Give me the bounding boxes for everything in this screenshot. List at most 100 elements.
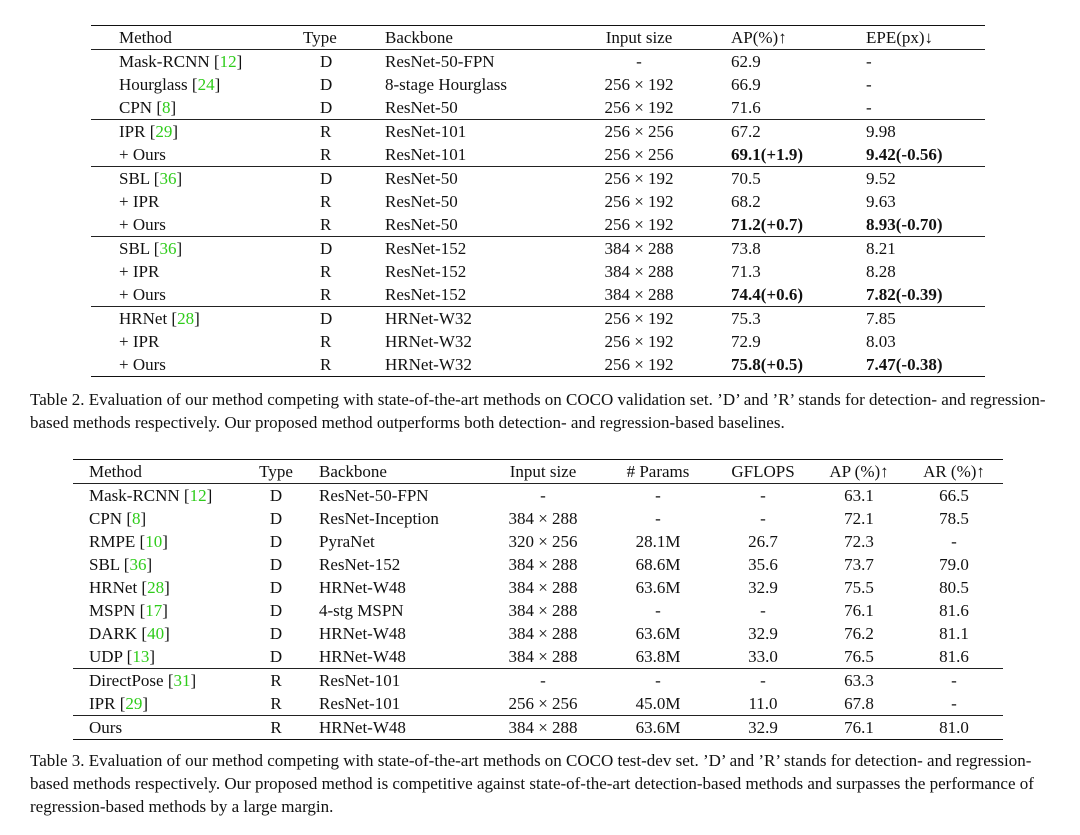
type-cell: D: [320, 98, 333, 117]
citation-link[interactable]: 28: [177, 309, 195, 328]
citation-link[interactable]: 8: [162, 98, 171, 117]
method-name: + Ours: [119, 145, 166, 164]
table-row: SBL [36] D ResNet-152 384 × 288 68.6M 35.6 73.…: [73, 553, 1003, 576]
epe-cell: 9.52: [846, 166, 985, 190]
table-row: Mask-RCNN [12] D ResNet-50-FPN - 62.9 -: [91, 50, 985, 74]
table-3-caption: Table 3. Evaluation of our method compet…: [30, 751, 1034, 816]
input-size-cell: 256 × 256: [567, 119, 711, 143]
input-size-cell: -: [540, 486, 546, 505]
backbone-cell: PyraNet: [319, 532, 375, 551]
method-cell: + IPR: [91, 190, 287, 213]
table-2-caption: Table 2. Evaluation of our method compet…: [30, 390, 1046, 432]
header-params: # Params: [603, 459, 713, 484]
input-size-cell: 384 × 288: [508, 578, 578, 597]
citation-link[interactable]: 40: [147, 624, 165, 643]
table-2-body: Mask-RCNN [12] D ResNet-50-FPN -62.9- Hourgl…: [91, 50, 985, 377]
method-name: Hourglass: [119, 75, 188, 94]
header-epe: EPE(px)↓: [846, 25, 985, 50]
input-size-cell: 256 × 192: [604, 355, 674, 374]
epe-cell: 8.21: [846, 236, 985, 260]
ar-cell: 81.6: [939, 601, 969, 620]
method-cell: MSPN [17]: [89, 601, 168, 620]
table-row: HRNet [28] D HRNet-W32 256 × 192 75.3 7.85: [91, 306, 985, 330]
type-cell: R: [320, 332, 332, 351]
type-cell: R: [320, 145, 332, 164]
gflops-cell: 32.9: [748, 578, 778, 597]
type-cell: R: [270, 694, 282, 713]
method-name: IPR: [89, 694, 116, 713]
method-name: CPN: [89, 509, 123, 528]
input-size-cell: 256 × 192: [604, 75, 674, 94]
table-3-header-row: Method Type Backbone Input size # Params…: [73, 459, 1003, 484]
type-cell: D: [269, 486, 283, 505]
ar-cell: -: [951, 532, 957, 551]
method-name: HRNet: [89, 578, 138, 597]
citation-link[interactable]: 29: [155, 122, 173, 141]
ap-cell: 73.8: [711, 236, 846, 260]
header-ap: AP (%)↑: [813, 459, 905, 484]
header-backbone: Backbone: [385, 25, 567, 50]
citation-link[interactable]: 13: [132, 647, 150, 666]
method-name: Mask-RCNN: [119, 52, 210, 71]
table-row: + IPR R ResNet-50 256 × 192 68.2 9.63: [91, 190, 985, 213]
citation-link[interactable]: 31: [173, 671, 191, 690]
citation-link[interactable]: 24: [197, 75, 215, 94]
method-name: RMPE: [89, 532, 136, 551]
header-backbone: Backbone: [319, 459, 483, 484]
input-size-cell: 256 × 192: [604, 192, 674, 211]
table-2-header-row: Method Type Backbone Input size AP(%)↑ E…: [91, 25, 985, 50]
gflops-cell: -: [713, 668, 813, 692]
epe-cell: 7.82(-0.39): [866, 285, 943, 304]
citation-link[interactable]: 29: [125, 694, 143, 713]
method-name: + Ours: [119, 285, 166, 304]
type-cell: D: [287, 166, 385, 190]
ap-cell: 74.4(+0.6): [731, 285, 804, 304]
method-name: DirectPose: [89, 671, 164, 690]
type-cell: D: [320, 52, 333, 71]
backbone-cell: HRNet-W32: [385, 355, 472, 374]
input-size-cell: 256 × 256: [604, 145, 674, 164]
citation-link[interactable]: 36: [159, 239, 177, 258]
params-cell: 63.6M: [635, 624, 681, 643]
input-size-cell: 320 × 256: [508, 532, 578, 551]
method-name: Mask-RCNN: [89, 486, 180, 505]
ap-cell: 67.8: [844, 694, 874, 713]
citation-link[interactable]: 17: [145, 601, 163, 620]
backbone-cell: ResNet-152: [385, 262, 467, 281]
backbone-cell: HRNet-W32: [385, 306, 567, 330]
citation-link[interactable]: 36: [159, 169, 177, 188]
citation-link[interactable]: 28: [147, 578, 165, 597]
ap-cell: 68.2: [731, 192, 761, 211]
input-size-cell: 256 × 192: [604, 332, 674, 351]
type-cell: D: [287, 306, 385, 330]
citation-link[interactable]: 8: [132, 509, 141, 528]
method-cell: Mask-RCNN [12]: [89, 486, 213, 505]
backbone-cell: ResNet-50: [385, 98, 458, 117]
ap-cell: 76.1: [813, 715, 905, 740]
table-row: + Ours R HRNet-W32 256 × 192 75.8(+0.5) 7.47(…: [91, 353, 985, 377]
ap-cell: 67.2: [711, 119, 846, 143]
header-input-size: Input size: [483, 459, 603, 484]
table-row: Hourglass [24] D 8-stage Hourglass 256 × 19…: [91, 73, 985, 96]
ar-cell: 80.5: [939, 578, 969, 597]
method-cell: CPN [8]: [89, 509, 147, 528]
table-row: UDP [13] D HRNet-W48 384 × 288 63.8M 33.0 76.5…: [73, 645, 1003, 669]
input-size-cell: 256 × 192: [567, 166, 711, 190]
backbone-cell: ResNet-101: [319, 668, 483, 692]
citation-link[interactable]: 12: [219, 52, 237, 71]
type-cell: D: [269, 624, 283, 643]
ap-cell: 75.5: [844, 578, 874, 597]
method-name: SBL: [89, 555, 120, 574]
citation-link[interactable]: 12: [189, 486, 207, 505]
ar-cell: 66.5: [939, 486, 969, 505]
type-cell: R: [320, 285, 332, 304]
input-size-cell: 384 × 288: [604, 262, 674, 281]
citation-link[interactable]: 10: [145, 532, 163, 551]
ap-cell: 71.2(+0.7): [731, 215, 804, 234]
method-name: MSPN: [89, 601, 136, 620]
ap-cell: 69.1(+1.9): [731, 145, 804, 164]
params-cell: 63.6M: [603, 715, 713, 740]
backbone-cell: ResNet-101: [385, 145, 467, 164]
method-name: CPN: [119, 98, 153, 117]
citation-link[interactable]: 36: [129, 555, 147, 574]
